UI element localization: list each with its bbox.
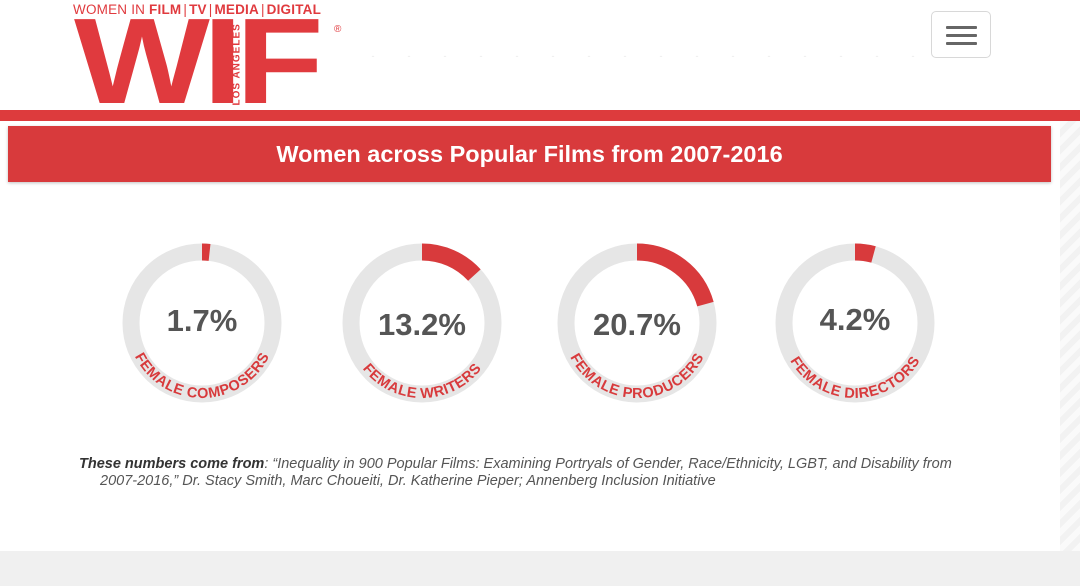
ring-fill	[557, 243, 717, 403]
source-lead: These numbers come from	[79, 456, 265, 472]
stat-label: FEMALE DIRECTORS	[787, 354, 924, 402]
ring-fill	[122, 243, 282, 403]
header-divider	[0, 110, 1080, 121]
source-text: : “Inequality in 900 Popular Films: Exam…	[264, 456, 952, 472]
stat-label-text: FEMALE COMPOSERS	[131, 350, 273, 402]
content-panel	[0, 121, 1058, 551]
stat-label-text: FEMALE DIRECTORS	[787, 354, 924, 402]
ring-fill	[342, 243, 502, 403]
stat-label: FEMALE PRODUCERS	[567, 351, 708, 402]
stat-percent: 1.7%	[166, 303, 238, 338]
stat-label-text: FEMALE WRITERS	[359, 360, 484, 402]
ring-fill	[775, 243, 935, 403]
header-decoration	[355, 55, 915, 57]
donut-chart: FEMALE COMPOSERS	[122, 243, 282, 403]
donut-chart: FEMALE DIRECTORS	[775, 243, 935, 403]
wif-logo[interactable]: WIF	[74, 0, 324, 129]
logo-subtitle: LOS ANGELES	[231, 23, 243, 106]
page-title: Women across Popular Films from 2007-201…	[8, 126, 1051, 182]
donut-chart: FEMALE PRODUCERS	[557, 243, 717, 403]
stat-label: FEMALE WRITERS	[359, 360, 484, 402]
stat-percent: 20.7%	[593, 307, 681, 342]
stat-female-writers: FEMALE WRITERS 13.2%	[340, 241, 504, 405]
menu-button[interactable]	[931, 11, 991, 58]
source-citation: These numbers come from: “Inequality in …	[79, 456, 1039, 490]
donut-chart: FEMALE WRITERS	[342, 243, 502, 403]
site-header: WOMEN IN FILM | TV | MEDIA | DIGITAL WIF LOS A…	[0, 0, 1080, 129]
stat-percent: 4.2%	[819, 302, 891, 337]
source-continuation: 2007-2016,” Dr. Stacy Smith, Marc Chouei…	[100, 473, 716, 489]
stat-female-composers: FEMALE COMPOSERS 1.7%	[120, 241, 284, 405]
stat-female-producers: FEMALE PRODUCERS 20.7%	[555, 241, 719, 405]
stat-female-directors: FEMALE DIRECTORS 4.2%	[773, 241, 937, 405]
stat-label: FEMALE COMPOSERS	[131, 350, 273, 402]
footer-strip	[0, 551, 1080, 586]
stat-label-text: FEMALE PRODUCERS	[567, 351, 708, 402]
stat-percent: 13.2%	[378, 307, 466, 342]
registered-mark: ®	[334, 24, 342, 35]
site-tagline: WOMEN IN FILM | TV | MEDIA | DIGITAL	[73, 2, 322, 17]
side-pattern	[1060, 121, 1080, 551]
